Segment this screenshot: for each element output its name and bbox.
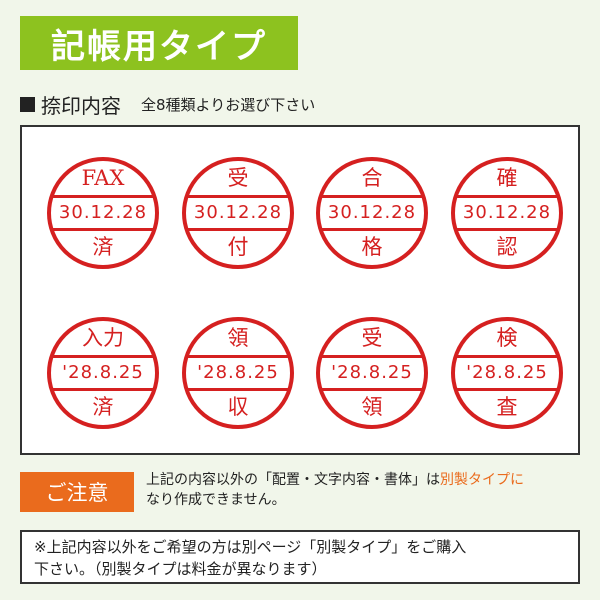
stamp-top-text: 検 xyxy=(496,326,518,350)
stamp-band xyxy=(186,355,290,391)
stamp-sample[interactable]: 確 30.12.28 認 xyxy=(451,157,563,269)
stamp-bottom-text: 格 xyxy=(361,235,383,259)
footer-note: ※上記内容以外をご希望の方は別ページ「別製タイプ」をご購入 下さい。（別製タイプ… xyxy=(20,530,580,584)
footer-line-1: ※上記内容以外をご希望の方は別ページ「別製タイプ」をご購入 xyxy=(34,538,467,556)
stamp-sample[interactable]: 領 '28.8.25 収 xyxy=(182,317,294,429)
square-bullet-icon xyxy=(20,96,35,112)
footer-line-2: 下さい。（別製タイプは料金が異なります） xyxy=(34,560,327,578)
stamp-band xyxy=(320,195,424,231)
stamp-bottom-text: 済 xyxy=(92,395,114,419)
stamp-date: 30.12.28 xyxy=(462,202,552,223)
stamp-top-text: 確 xyxy=(496,166,518,190)
stamp-sample[interactable]: 入力 '28.8.25 済 xyxy=(47,317,159,429)
stamp-date: 30.12.28 xyxy=(327,202,417,223)
stamp-top-text: 合 xyxy=(361,166,383,190)
section-title: 捺印内容 xyxy=(41,93,121,118)
stamp-bottom-text: 認 xyxy=(496,235,518,259)
stamp-date: '28.8.25 xyxy=(331,362,413,383)
section-subtitle: 全8種類よりお選び下さい xyxy=(141,95,316,114)
stamp-date: 30.12.28 xyxy=(58,202,148,223)
stamp-bottom-text: 査 xyxy=(496,395,518,419)
page-title-banner: 記帳用タイプ xyxy=(20,16,298,70)
page-title: 記帳用タイプ xyxy=(51,26,267,67)
notice-tag-label: ご注意 xyxy=(45,481,109,505)
stamp-top-text: 領 xyxy=(227,326,249,350)
stamp-top-text: 受 xyxy=(227,166,249,190)
stamp-top-text: 入力 xyxy=(82,326,124,350)
notice-text-after: なり作成できません。 xyxy=(146,492,286,508)
notice-text: 上記の内容以外の「配置・文字内容・書体」は別製タイプに なり作成できません。 xyxy=(146,470,586,510)
stamp-sample[interactable]: 合 30.12.28 格 xyxy=(316,157,428,269)
stamp-band xyxy=(455,355,559,391)
stamp-band xyxy=(186,195,290,231)
stamp-date: '28.8.25 xyxy=(62,362,144,383)
stamp-date: '28.8.25 xyxy=(466,362,548,383)
stamp-date: '28.8.25 xyxy=(197,362,279,383)
stamp-sample[interactable]: 受 '28.8.25 領 xyxy=(316,317,428,429)
custom-type-link[interactable]: 別製タイプに xyxy=(440,472,524,488)
stamp-band xyxy=(455,195,559,231)
stamp-date: 30.12.28 xyxy=(193,202,283,223)
stamp-band xyxy=(51,195,155,231)
stamp-sample[interactable]: FAX 30.12.28 済 xyxy=(47,157,159,269)
stamp-bottom-text: 付 xyxy=(227,235,249,259)
stamp-top-text: FAX xyxy=(81,166,125,190)
section-header: 捺印内容 全8種類よりお選び下さい xyxy=(20,92,316,118)
stamp-top-text: 受 xyxy=(361,326,383,350)
notice-text-before: 上記の内容以外の「配置・文字内容・書体」は xyxy=(146,472,440,488)
stamp-bottom-text: 領 xyxy=(361,395,383,419)
stamp-band xyxy=(320,355,424,391)
stamp-bottom-text: 済 xyxy=(92,235,114,259)
stamp-sample[interactable]: 検 '28.8.25 査 xyxy=(451,317,563,429)
stamp-band xyxy=(51,355,155,391)
stamp-bottom-text: 収 xyxy=(227,395,249,419)
stamp-sample[interactable]: 受 30.12.28 付 xyxy=(182,157,294,269)
notice-tag: ご注意 xyxy=(20,472,134,512)
stamp-samples-panel: FAX 30.12.28 済 受 30.12.28 付 合 30.12.28 格… xyxy=(20,125,580,455)
